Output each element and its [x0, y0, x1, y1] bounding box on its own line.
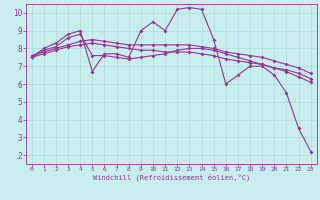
X-axis label: Windchill (Refroidissement éolien,°C): Windchill (Refroidissement éolien,°C): [92, 174, 250, 181]
